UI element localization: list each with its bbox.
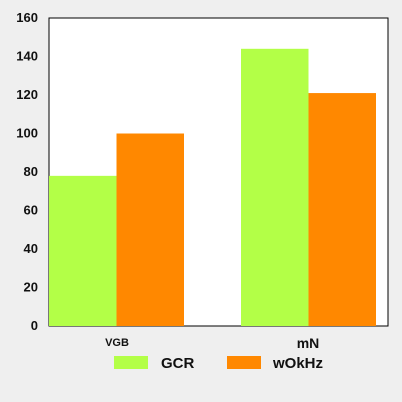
legend-swatch-GCR: [114, 356, 148, 369]
bar-wOkHz-VGB: [116, 133, 184, 326]
y-tick-label: 40: [24, 241, 38, 256]
bar-wOkHz-mN: [308, 93, 376, 326]
bar-GCR-mN: [241, 48, 309, 327]
x-category-label: VGB: [105, 337, 129, 349]
legend: GCR wOkHz: [114, 355, 323, 372]
legend-swatch-wOkHz: [227, 356, 261, 369]
y-tick-label: 140: [16, 49, 38, 64]
bars-group: [49, 48, 376, 327]
legend-label-GCR: GCR: [161, 355, 195, 372]
y-tick-label: 0: [31, 318, 38, 333]
bar-GCR-VGB: [49, 175, 117, 326]
y-tick-label: 60: [24, 203, 38, 218]
y-axis-ticks: 0 20 40 60 80 100 120 140 160: [16, 10, 38, 333]
y-tick-label: 100: [16, 126, 38, 141]
y-tick-label: 20: [24, 280, 38, 295]
x-category-label: mN: [297, 335, 320, 351]
y-tick-label: 120: [16, 87, 38, 102]
y-tick-label: 80: [24, 164, 38, 179]
y-tick-label: 160: [16, 10, 38, 25]
legend-label-wOkHz: wOkHz: [272, 355, 323, 372]
x-axis-labels: VGB mN: [105, 335, 319, 351]
